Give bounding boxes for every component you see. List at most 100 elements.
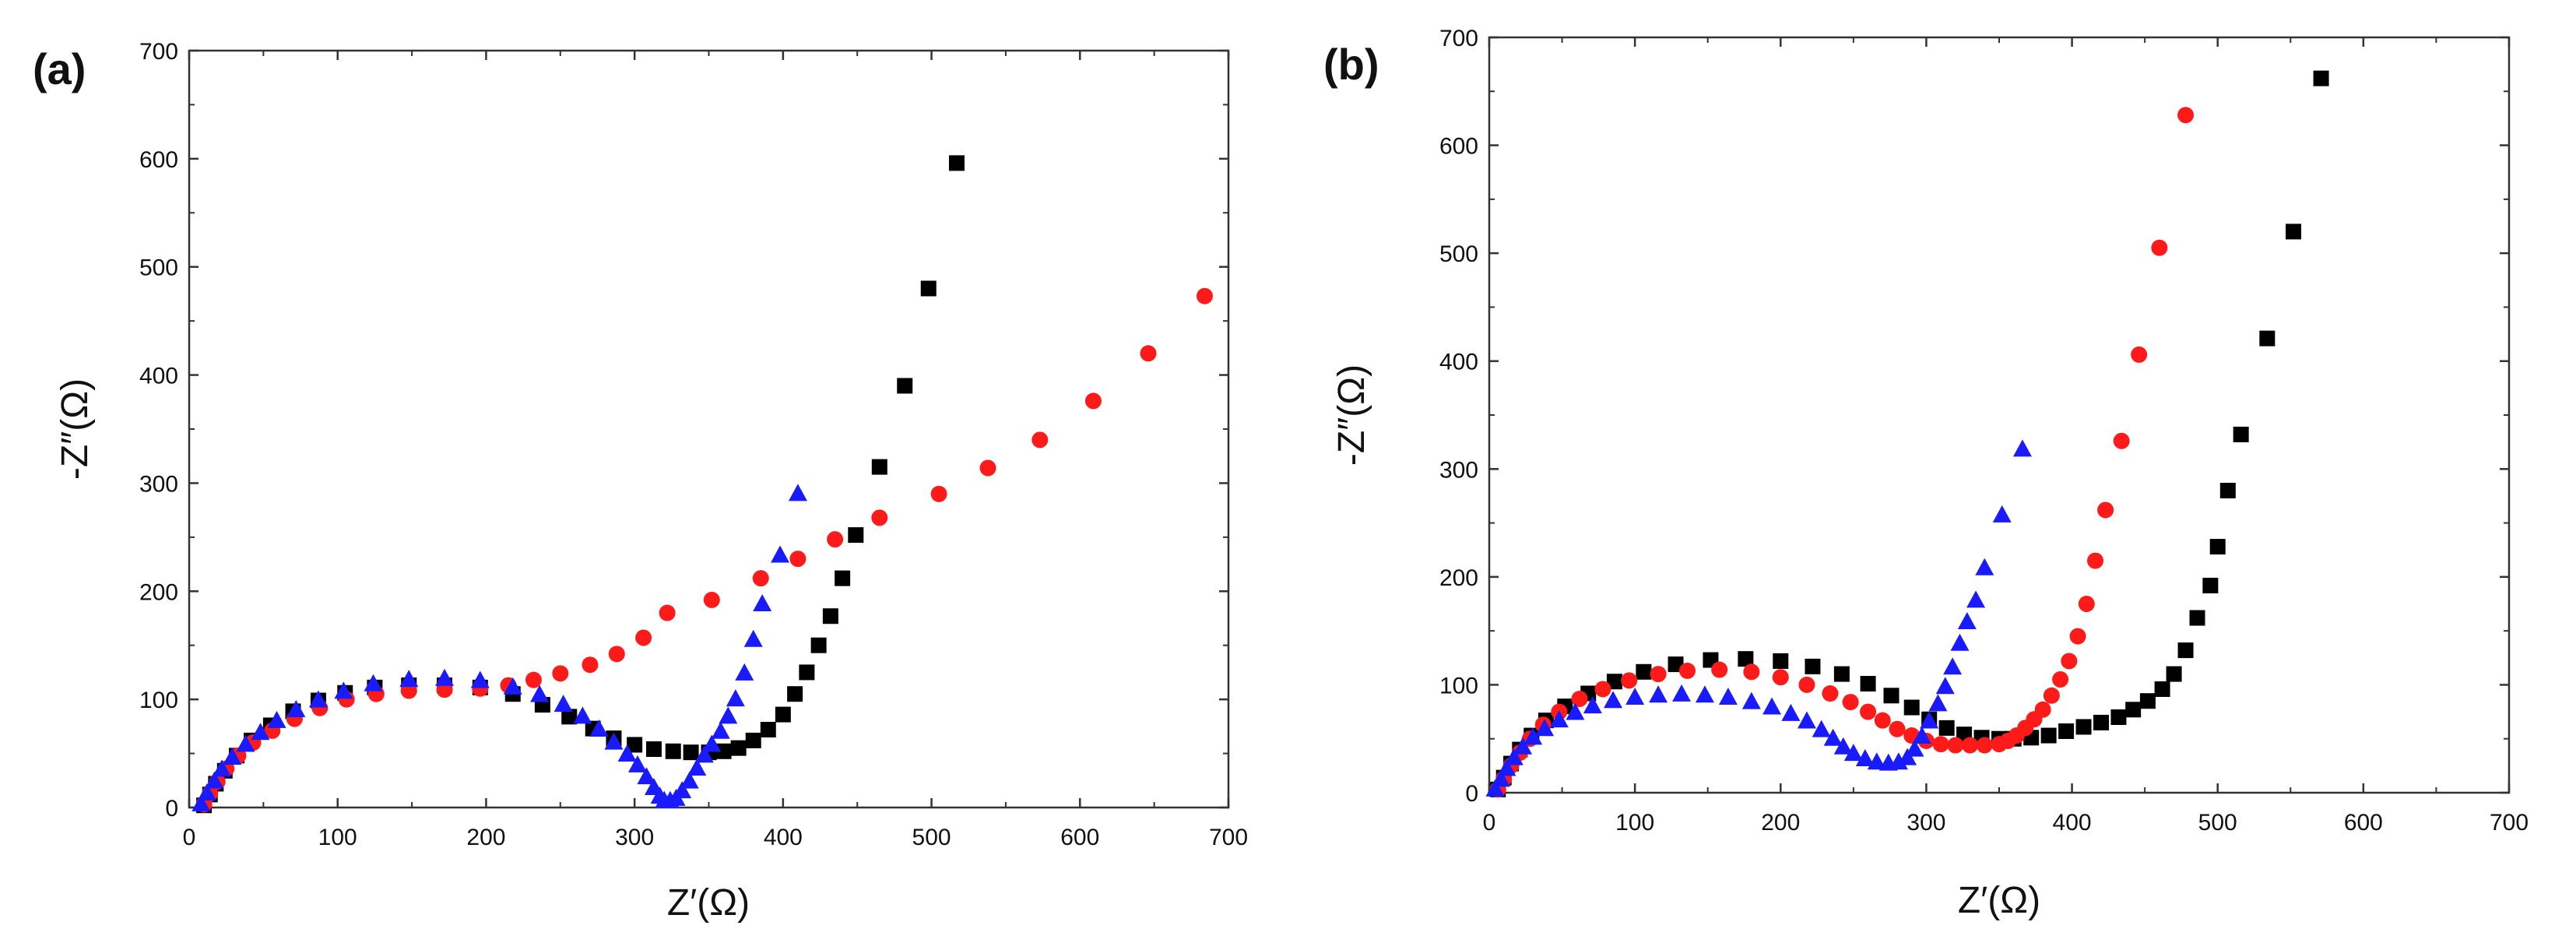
y-tick-label: 300: [139, 471, 178, 497]
data-point-triangle-a: [286, 700, 306, 718]
data-point-circle-a: [979, 459, 996, 477]
data-point-square-b: [2219, 483, 2236, 498]
data-point-triangle-b: [1504, 748, 1523, 765]
x-tick-label: 600: [2344, 810, 2383, 836]
data-point-triangle-b: [1975, 558, 1994, 575]
data-point-square-a: [920, 280, 937, 297]
y-tick-label: 100: [1439, 673, 1478, 698]
data-point-circle-b: [1798, 676, 1815, 693]
data-point-triangle-b: [1867, 752, 1886, 770]
data-point-circle-b: [1976, 737, 1993, 754]
data-point-triangle-a: [192, 793, 211, 811]
data-point-circle-a: [827, 531, 844, 548]
data-point-triangle-a: [197, 783, 216, 800]
panel-label-b: (b): [1323, 40, 1379, 89]
data-point-triangle-b: [1604, 691, 1623, 709]
data-point-circle-a: [659, 604, 676, 621]
data-point-circle-b: [2177, 107, 2195, 124]
x-tick-label: 600: [1060, 825, 1099, 850]
data-point-square-a: [760, 722, 776, 738]
x-tick-label: 500: [912, 825, 951, 850]
data-point-square-a: [715, 743, 732, 759]
data-point-square-b: [2093, 714, 2109, 730]
data-point-circle-a: [582, 656, 599, 674]
y-tick-label: 400: [1439, 350, 1478, 375]
x-tick-label: 300: [615, 825, 654, 850]
data-point-circle-a: [703, 591, 720, 608]
data-point-circle-a: [525, 671, 542, 688]
data-point-triangle-a: [364, 674, 383, 691]
data-point-triangle-a: [753, 593, 772, 611]
y-axis-title-a: -Z″(Ω): [54, 378, 96, 480]
data-point-square-b: [2202, 577, 2219, 593]
data-point-triangle-a: [236, 734, 255, 752]
data-point-square-a: [665, 743, 681, 759]
data-point-triangle-b: [1718, 688, 1738, 705]
data-point-circle-b: [2087, 552, 2104, 569]
x-tick-label: 100: [318, 825, 357, 850]
data-point-circle-b: [1571, 690, 1588, 707]
data-point-square-a: [730, 740, 747, 756]
data-points-a: [192, 155, 1213, 814]
data-point-triangle-a: [399, 670, 419, 688]
data-point-circle-b: [2061, 653, 2078, 670]
y-tick-label: 600: [1439, 134, 1478, 160]
y-tick-label: 500: [1439, 241, 1478, 267]
data-point-triangle-b: [1833, 737, 1853, 755]
data-point-circle-a: [1084, 392, 1102, 410]
data-point-triangle-a: [589, 720, 609, 737]
data-point-triangle-b: [1781, 703, 1801, 721]
data-point-square-b: [2075, 719, 2092, 735]
y-tick-label: 700: [139, 39, 178, 65]
y-tick-label: 0: [1465, 781, 1478, 807]
data-point-triangle-b: [1695, 685, 1714, 703]
data-point-square-a: [848, 527, 864, 544]
data-point-square-a: [822, 608, 838, 625]
data-point-triangle-b: [1762, 697, 1782, 715]
data-point-square-b: [2110, 709, 2127, 725]
data-point-square-b: [2189, 610, 2205, 626]
data-point-square-b: [2259, 330, 2276, 347]
data-point-square-b: [1738, 651, 1754, 667]
data-point-triangle-a: [702, 734, 722, 752]
data-point-square-b: [1805, 658, 1821, 674]
data-point-triangle-a: [267, 710, 286, 728]
data-point-triangle-b: [1889, 752, 1908, 770]
data-point-triangle-a: [212, 759, 231, 777]
data-point-square-a: [835, 570, 851, 586]
data-point-triangle-b: [1823, 728, 1843, 746]
data-point-square-b: [1883, 688, 1899, 704]
data-point-triangle-b: [1491, 769, 1510, 787]
data-point-circle-a: [608, 646, 625, 663]
data-point-square-b: [2166, 666, 2182, 682]
data-point-triangle-a: [617, 744, 637, 762]
data-point-square-b: [1636, 663, 1652, 680]
data-point-triangle-a: [694, 745, 714, 763]
data-point-circle-a: [789, 551, 807, 568]
data-point-square-a: [948, 155, 965, 171]
data-point-circle-a: [552, 665, 569, 682]
data-point-triangle-b: [1966, 590, 1986, 608]
data-point-triangle-a: [637, 767, 656, 785]
y-tick-label: 0: [165, 796, 178, 822]
data-point-circle-b: [1874, 712, 1891, 729]
data-point-triangle-a: [680, 771, 699, 789]
data-point-circle-b: [2131, 346, 2148, 363]
data-point-circle-b: [1711, 661, 1728, 678]
data-point-triangle-a: [435, 668, 455, 686]
panel-label-a: (a): [33, 44, 86, 93]
data-point-triangle-a: [251, 723, 270, 741]
x-tick-label: 700: [1209, 825, 1248, 850]
data-point-circle-b: [2052, 671, 2069, 688]
data-point-triangle-a: [627, 755, 647, 772]
data-points-b: [1485, 70, 2329, 798]
data-point-square-a: [871, 459, 887, 475]
data-point-triangle-a: [735, 663, 754, 681]
data-point-square-b: [2286, 223, 2302, 240]
data-point-triangle-a: [503, 677, 522, 695]
data-point-circle-b: [1772, 669, 1789, 686]
data-point-triangle-b: [1649, 685, 1668, 703]
data-point-circle-b: [1932, 736, 1949, 753]
x-tick-label: 200: [466, 825, 505, 850]
